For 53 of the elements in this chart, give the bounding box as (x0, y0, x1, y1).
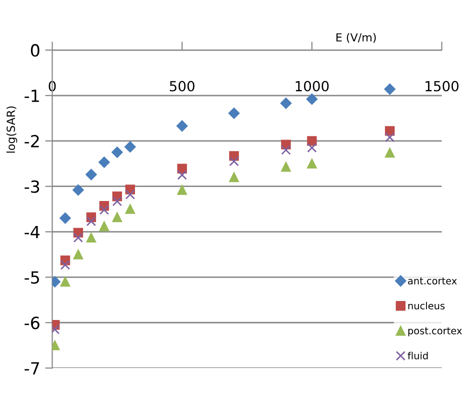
x-axis-title: E (V/m) (336, 32, 376, 43)
point (73, 232, 84, 243)
y-tick-label: -6 (24, 316, 40, 330)
y-tick-label: -7 (24, 362, 40, 374)
point (281, 145, 291, 155)
point (125, 204, 136, 214)
point (307, 142, 317, 153)
x-tick-label: 1500 (426, 80, 458, 92)
point (229, 172, 239, 182)
y-tick-label: -1 (24, 90, 39, 102)
point (86, 168, 97, 180)
point (112, 212, 122, 222)
y-axis-title: log(SAR) (6, 106, 18, 153)
legend-label: ant.cortex (408, 277, 457, 284)
x-tick-label: 1000 (296, 80, 329, 92)
y-tick-label: -5 (24, 271, 39, 284)
point (73, 250, 84, 260)
point (86, 216, 96, 226)
point (125, 190, 136, 200)
point (177, 185, 187, 195)
point (384, 126, 395, 136)
point (124, 141, 136, 152)
legend-label: post.cortex (408, 327, 462, 336)
y-tick-label: 0 (30, 44, 40, 57)
point (86, 232, 96, 243)
point (112, 146, 123, 158)
x-tick-label: 0 (48, 80, 56, 92)
legend-label: fluid (408, 352, 428, 360)
point (384, 132, 395, 142)
point (60, 212, 71, 224)
point (72, 184, 84, 196)
point (176, 120, 188, 132)
point (60, 260, 70, 270)
point (99, 221, 110, 232)
point (384, 84, 396, 95)
point (384, 148, 395, 158)
point (99, 205, 110, 215)
point (280, 98, 292, 109)
point (177, 170, 187, 180)
legend-label: nucleus (408, 302, 445, 310)
y-tick-label: -3 (24, 180, 40, 193)
point (112, 196, 122, 206)
y-tick-label: -2 (24, 134, 39, 148)
point (229, 156, 239, 166)
point (60, 276, 70, 287)
point (307, 158, 317, 169)
y-tick-label: -4 (24, 226, 40, 238)
point (281, 162, 291, 172)
point (306, 94, 318, 105)
point (98, 156, 110, 168)
x-tick-label: 500 (170, 80, 194, 92)
point (307, 136, 317, 146)
point (228, 108, 240, 119)
